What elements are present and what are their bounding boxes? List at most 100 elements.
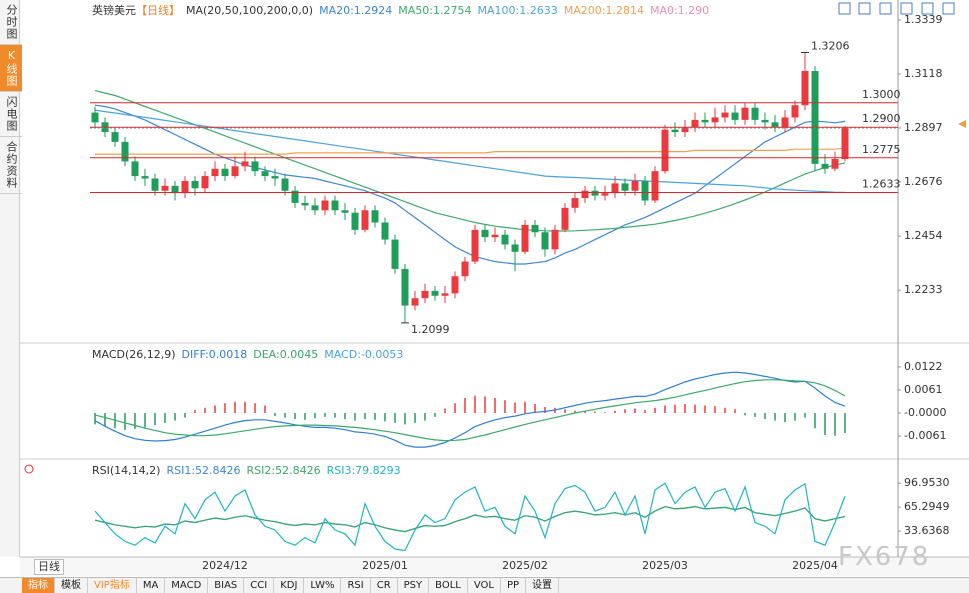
candle-body xyxy=(831,158,839,169)
y-tick-label: -0.0061 xyxy=(904,429,946,442)
icon-button[interactable] xyxy=(838,2,851,15)
y-tick-label: 1.2897 xyxy=(904,121,943,134)
candle-body xyxy=(351,212,359,230)
toolbar-icons xyxy=(838,2,955,15)
side-tab[interactable]: 分时图 xyxy=(0,0,22,45)
y-tick-label: 33.6368 xyxy=(904,524,950,537)
candle-body xyxy=(221,168,229,177)
candle-body xyxy=(711,117,719,123)
candle-body xyxy=(461,261,469,277)
y-tick-label: -0.0000 xyxy=(904,406,946,419)
legend-entry: MA50:1.2754 xyxy=(398,4,472,17)
candle-body xyxy=(811,71,819,164)
candle-body xyxy=(131,161,139,177)
candle-body xyxy=(611,183,619,194)
macd-line xyxy=(94,371,846,448)
candle-body xyxy=(411,298,419,306)
candle-body xyxy=(801,71,809,106)
candle-body xyxy=(341,210,349,213)
candle-body xyxy=(591,190,599,196)
toolbar-tab[interactable]: MACD xyxy=(165,578,209,593)
candle-body xyxy=(401,268,409,306)
legend-entry: DIFF:0.0018 xyxy=(181,348,248,361)
candle-body xyxy=(581,190,589,199)
instrument-title: 英镑美元 xyxy=(92,4,136,17)
toolbar-tab[interactable]: MA xyxy=(137,578,166,593)
toolbar-tab[interactable]: 设置 xyxy=(526,578,560,593)
legend-entry: MA20:1.2924 xyxy=(319,4,393,17)
candle-body xyxy=(691,119,699,128)
indicator-toolbar: 指标 模板 VIP指标 MA MACD BIAS CCI KDJ LW% RSI CR PSY BOLL… xyxy=(0,577,969,593)
y-tick-label: 0.0122 xyxy=(904,360,943,373)
toolbar-tab[interactable]: BOLL xyxy=(429,578,468,593)
candle-body xyxy=(211,168,219,177)
chart-header: RSI(14,14,2) RSI1:52.8426 RSI2:52.8426 RSI3… xyxy=(92,464,407,477)
candle-body xyxy=(91,112,99,123)
candle-body xyxy=(681,127,689,133)
candle-body xyxy=(751,107,759,120)
toolbar-tab[interactable]: VOL xyxy=(468,578,501,593)
candle-body xyxy=(141,176,149,179)
candle-body xyxy=(491,234,499,238)
candle-body xyxy=(181,180,189,194)
rsi-icon xyxy=(24,464,34,474)
legend-entry: RSI2:52.8426 xyxy=(246,464,321,477)
candle-body xyxy=(641,180,649,201)
macd-line xyxy=(94,379,846,442)
side-tab[interactable]: K线图 xyxy=(0,45,22,92)
indicator-name: MA(20,50,100,200,0,0) xyxy=(186,4,314,17)
side-tab[interactable]: 闪电图 xyxy=(0,92,22,137)
toolbar-tab[interactable]: BIAS xyxy=(208,578,245,593)
candle-body xyxy=(231,166,239,177)
candle-body xyxy=(551,229,559,250)
candle-body xyxy=(741,107,749,120)
candle-body xyxy=(271,176,279,179)
x-tick-label: 2025/03 xyxy=(642,559,688,572)
y-tick-label: 0.0061 xyxy=(904,383,943,396)
x-tick-label: 2025/02 xyxy=(502,559,548,572)
icon-button[interactable] xyxy=(942,2,955,15)
toolbar-tab[interactable]: RSI xyxy=(341,578,371,593)
legend-entry: MA0:1.290 xyxy=(649,4,710,17)
icon-button[interactable] xyxy=(900,2,913,15)
toolbar-tab[interactable]: PSY xyxy=(398,578,430,593)
legend-entry: MA200:1.2814 xyxy=(563,4,644,17)
candle-body xyxy=(331,200,339,211)
toolbar-tab[interactable]: LW% xyxy=(304,578,342,593)
candle-body xyxy=(781,117,789,128)
icon-button[interactable] xyxy=(921,2,934,15)
icon-button[interactable] xyxy=(879,2,892,15)
side-tab[interactable]: 合约资料 xyxy=(0,137,22,194)
toolbar-tab[interactable]: VIP指标 xyxy=(88,578,137,593)
indicator-name: RSI(14,14,2) xyxy=(92,464,161,477)
side-tabs: 分时图 K线图 闪电图 合约资料 xyxy=(0,0,22,557)
ma-line xyxy=(94,104,846,265)
toolbar-tab[interactable]: PP xyxy=(501,578,527,593)
candle-body xyxy=(371,210,379,223)
toolbar-tab[interactable]: 指标 xyxy=(22,578,55,593)
chart-header: MACD(26,12,9) DIFF:0.0018 DEA:0.0045 MACD:-… xyxy=(92,348,409,361)
legend-entry: DEA:0.0045 xyxy=(253,348,319,361)
toolbar-tab[interactable]: 模板 xyxy=(55,578,88,593)
ma-line xyxy=(94,90,846,232)
rsi-line xyxy=(94,505,846,533)
high-label: 1.3206 xyxy=(811,39,850,52)
candle-body xyxy=(771,122,779,128)
level-label: 1.2900 xyxy=(862,112,901,125)
toolbar-tab[interactable]: KDJ xyxy=(274,578,305,593)
y-tick-label: 1.3339 xyxy=(904,13,943,26)
toolbar-tab[interactable]: CCI xyxy=(244,578,275,593)
candle-body xyxy=(671,129,679,133)
candle-body xyxy=(391,239,399,269)
period-selector[interactable]: 日线 xyxy=(34,559,64,575)
candle-body xyxy=(471,229,479,262)
price-pointer xyxy=(958,120,966,128)
y-tick-label: 96.9530 xyxy=(904,476,950,489)
indicator-name: MACD(26,12,9) xyxy=(92,348,176,361)
candle-body xyxy=(201,176,209,189)
toolbar-tab[interactable]: CR xyxy=(371,578,398,593)
x-tick-label: 2025/01 xyxy=(362,559,408,572)
candle-body xyxy=(421,290,429,299)
icon-button[interactable] xyxy=(858,2,871,15)
candle-body xyxy=(791,105,799,118)
